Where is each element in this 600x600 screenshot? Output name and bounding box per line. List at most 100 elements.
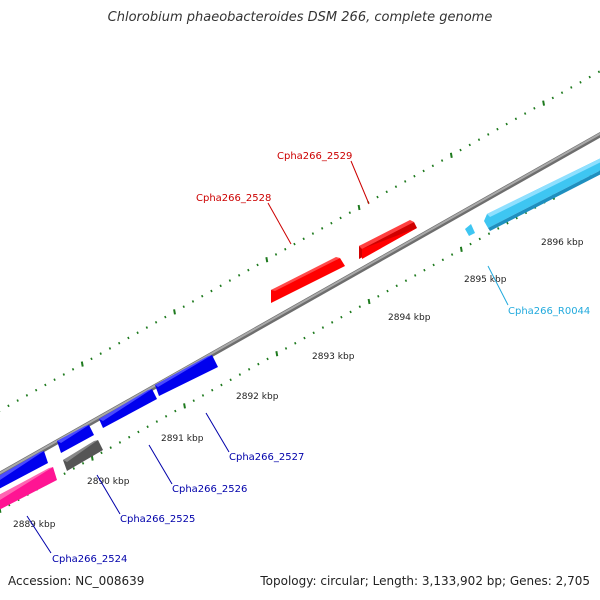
- outer-minor-tick: [394, 185, 398, 188]
- outer-minor-tick: [468, 143, 471, 147]
- inner-minor-tick: [220, 383, 223, 387]
- outer-minor-tick: [127, 336, 130, 340]
- inner-minor-tick: [118, 441, 122, 444]
- inner-minor-tick: [303, 336, 306, 340]
- outer-minor-tick: [459, 148, 462, 152]
- gene-cpha266-2528[interactable]: [271, 257, 345, 303]
- gene-cpha266-r0044[interactable]: [465, 224, 475, 236]
- tick-label: 2896 kbp: [541, 238, 584, 248]
- outer-major-tick: [80, 361, 84, 367]
- inner-minor-tick: [229, 378, 232, 382]
- outer-minor-tick: [320, 227, 324, 230]
- inner-minor-tick: [506, 221, 509, 225]
- outer-minor-tick: [284, 247, 287, 251]
- inner-minor-tick: [155, 420, 159, 423]
- diagram-title: Chlorobium phaeobacteroides DSM 266, com…: [107, 10, 493, 25]
- outer-minor-tick: [551, 96, 554, 100]
- inner-minor-tick: [395, 284, 398, 288]
- inner-minor-tick: [164, 414, 168, 418]
- inner-minor-tick: [247, 368, 251, 371]
- genome-backbone: [0, 131, 600, 478]
- gene-blue-small[interactable]: [57, 425, 94, 453]
- outer-minor-tick: [311, 232, 315, 235]
- outer-tick-row: [0, 70, 600, 412]
- inner-minor-tick: [450, 253, 454, 256]
- outer-minor-tick: [210, 289, 213, 293]
- inner-minor-tick: [423, 268, 426, 272]
- inner-minor-tick: [386, 289, 389, 293]
- outer-minor-tick: [431, 164, 435, 168]
- inner-minor-tick: [266, 357, 269, 361]
- outer-minor-tick: [53, 378, 56, 382]
- tick-label: 2891 kbp: [161, 434, 204, 444]
- outer-minor-tick: [385, 190, 388, 194]
- outer-minor-tick: [496, 127, 499, 131]
- inner-major-tick: [459, 246, 463, 252]
- gene-cpha266-2529[interactable]: [359, 220, 417, 259]
- gene-cpha266-2526[interactable]: [99, 389, 157, 428]
- outer-minor-tick: [164, 315, 167, 319]
- outer-minor-tick: [99, 352, 102, 355]
- outer-minor-tick: [413, 174, 416, 178]
- outer-minor-tick: [71, 367, 75, 371]
- outer-minor-tick: [330, 221, 333, 225]
- outer-minor-tick: [505, 122, 508, 126]
- outer-minor-tick: [25, 394, 29, 397]
- gene-cpha266-2525[interactable]: [63, 440, 103, 471]
- tick-label: 2895 kbp: [464, 275, 507, 285]
- gene-label-cpha266-2527[interactable]: Cpha266_2527: [229, 452, 304, 463]
- genome-summary-label: Topology: circular; Length: 3,133,902 bp…: [260, 574, 590, 588]
- outer-minor-tick: [201, 294, 204, 298]
- gene-cpha266-2524[interactable]: [0, 467, 57, 512]
- gene-cpha266-2527[interactable]: [155, 355, 218, 396]
- inner-minor-tick: [174, 409, 177, 413]
- inner-minor-tick: [478, 237, 481, 241]
- tick-label: 2890 kbp: [87, 477, 130, 487]
- inner-minor-tick: [146, 425, 149, 429]
- tick-label: 2889 kbp: [13, 520, 56, 530]
- outer-minor-tick: [145, 326, 149, 329]
- gene-blue-left[interactable]: [0, 451, 48, 491]
- inner-minor-tick: [497, 227, 500, 230]
- inner-major-tick: [275, 351, 279, 357]
- outer-minor-tick: [422, 169, 425, 173]
- outer-major-tick: [265, 257, 269, 263]
- outer-minor-tick: [154, 320, 158, 324]
- inner-minor-tick: [377, 294, 380, 298]
- gene-label-cpha266-2525[interactable]: Cpha266_2525: [120, 514, 195, 525]
- gene-label-cpha266-2526[interactable]: Cpha266_2526: [172, 484, 247, 495]
- outer-minor-tick: [348, 211, 352, 215]
- outer-minor-tick: [118, 341, 121, 345]
- inner-minor-tick: [404, 279, 408, 282]
- gene-cyan-large[interactable]: [484, 156, 600, 231]
- outer-minor-tick: [256, 263, 259, 267]
- outer-minor-tick: [44, 383, 47, 387]
- outer-minor-tick: [533, 107, 536, 110]
- outer-minor-tick: [404, 180, 407, 183]
- outer-minor-tick: [182, 305, 185, 308]
- outer-minor-tick: [477, 138, 481, 141]
- gene-label-cpha266-2529[interactable]: Cpha266_2529: [277, 151, 352, 162]
- outer-major-tick: [357, 204, 361, 211]
- outer-major-tick: [173, 309, 176, 315]
- inner-major-tick: [367, 298, 371, 305]
- outer-major-tick: [542, 100, 546, 106]
- gene-label-cpha266-2524[interactable]: Cpha266_2524: [52, 554, 127, 565]
- outer-major-tick: [449, 152, 453, 158]
- outer-minor-tick: [191, 300, 195, 303]
- gene-label-cpha266-2528[interactable]: Cpha266_2528: [196, 193, 271, 204]
- inner-minor-tick: [72, 467, 75, 470]
- outer-minor-tick: [570, 86, 573, 89]
- outer-minor-tick: [237, 274, 241, 277]
- outer-minor-tick: [293, 242, 296, 246]
- inner-minor-tick: [432, 263, 435, 267]
- accession-label: Accession: NC_008639: [8, 574, 145, 588]
- outer-minor-tick: [339, 216, 342, 220]
- outer-minor-tick: [302, 237, 305, 241]
- inner-minor-tick: [349, 310, 352, 314]
- inner-minor-tick: [340, 315, 343, 319]
- outer-minor-tick: [514, 117, 518, 121]
- gene-label-cpha266-r0044[interactable]: Cpha266_R0044: [508, 306, 590, 317]
- outer-minor-tick: [219, 284, 222, 288]
- inner-minor-tick: [81, 461, 85, 465]
